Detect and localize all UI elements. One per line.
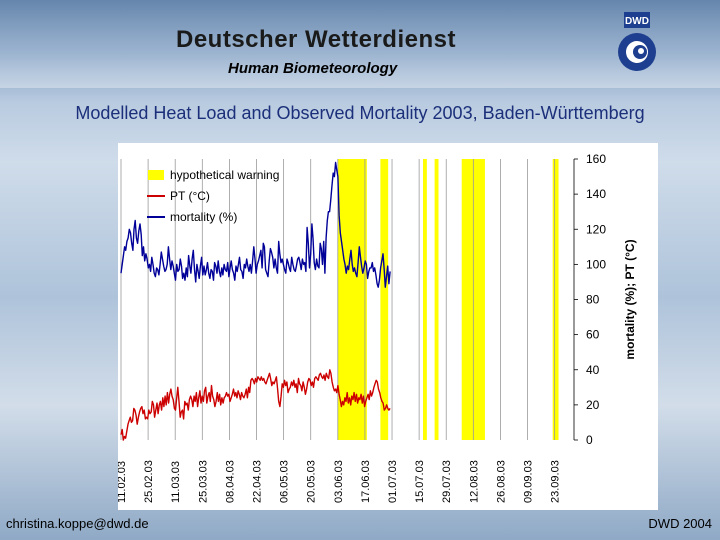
mortality-line bbox=[120, 161, 391, 288]
legend: hypothetical warning PT (°C) mortality (%) bbox=[147, 168, 279, 224]
x-tick-label-13: 12.08.03 bbox=[468, 460, 480, 503]
x-tick-label-10: 01.07.03 bbox=[387, 460, 399, 503]
x-tick-label-11: 15.07.03 bbox=[414, 460, 426, 503]
warning-band-2 bbox=[423, 159, 427, 440]
series-lines bbox=[120, 161, 391, 441]
y-tick-label-1: 20 bbox=[586, 398, 600, 412]
x-tick-label-4: 08.04.03 bbox=[224, 460, 236, 503]
y-tick-label-7: 140 bbox=[586, 187, 606, 201]
slide-title: Modelled Heat Load and Observed Mortalit… bbox=[75, 103, 645, 123]
x-tick-label-2: 11.03.03 bbox=[170, 461, 182, 503]
y-axis-label: mortality (%); PT (°C) bbox=[623, 239, 637, 359]
x-axis: 11.02.03 25.02.03 11.03.03 25.03.03 08.04.03… bbox=[116, 460, 562, 503]
dwd-logo-text: DWD bbox=[625, 16, 649, 27]
warning-band-0 bbox=[337, 159, 367, 440]
x-tick-label-0: 11.02.03 bbox=[118, 461, 128, 503]
y-tick-label-6: 120 bbox=[586, 222, 606, 236]
y-tick-label-3: 60 bbox=[586, 328, 600, 342]
brand-name: Deutscher Wetterdienst bbox=[176, 26, 456, 53]
chart-container: 0 20 40 60 80 100 120 140 160 mortality (%); PT (… bbox=[116, 143, 658, 510]
x-tick-label-6: 06.05.03 bbox=[279, 460, 291, 503]
y-tick-label-8: 160 bbox=[586, 152, 606, 166]
warning-bands bbox=[337, 159, 559, 440]
x-tick-label-9: 17.06.03 bbox=[360, 460, 372, 503]
footer-credit: DWD 2004 bbox=[648, 516, 712, 531]
heat-mortality-chart: 0 20 40 60 80 100 120 140 160 mortality (%); PT (… bbox=[116, 152, 637, 503]
y-tick-label-0: 0 bbox=[586, 433, 593, 447]
warning-band-1 bbox=[380, 159, 389, 440]
warning-band-5 bbox=[552, 159, 559, 440]
x-tick-label-15: 09.09.03 bbox=[523, 460, 535, 503]
y-tick-label-4: 80 bbox=[586, 293, 600, 307]
dwd-logo: DWD bbox=[618, 12, 656, 71]
x-tick-label-7: 20.05.03 bbox=[306, 460, 318, 503]
legend-swatch-warning bbox=[148, 170, 164, 180]
legend-label-0: hypothetical warning bbox=[170, 168, 279, 182]
x-tick-label-3: 25.03.03 bbox=[197, 460, 209, 503]
y-tick-label-2: 40 bbox=[586, 363, 600, 377]
legend-label-1: PT (°C) bbox=[170, 189, 210, 203]
header-subtitle: Human Biometeorology bbox=[228, 60, 398, 77]
x-tick-label-5: 22.04.03 bbox=[252, 460, 264, 503]
warning-band-3 bbox=[434, 159, 439, 440]
header-band bbox=[0, 0, 720, 88]
legend-label-2: mortality (%) bbox=[170, 210, 237, 224]
y-axis: 0 20 40 60 80 100 120 140 160 mortality (%); PT (… bbox=[573, 152, 637, 447]
x-tick-label-16: 23.09.03 bbox=[550, 460, 562, 503]
y-tick-label-5: 100 bbox=[586, 257, 606, 271]
x-tick-label-1: 25.02.03 bbox=[143, 460, 155, 503]
x-tick-label-12: 29.07.03 bbox=[441, 460, 453, 503]
x-tick-label-14: 26.08.03 bbox=[495, 460, 507, 503]
footer-email: christina.koppe@dwd.de bbox=[6, 516, 149, 531]
x-tick-label-8: 03.06.03 bbox=[333, 460, 345, 503]
dwd-logo-plate bbox=[624, 12, 650, 28]
pt-line bbox=[120, 369, 391, 441]
grid-lines bbox=[120, 159, 556, 440]
